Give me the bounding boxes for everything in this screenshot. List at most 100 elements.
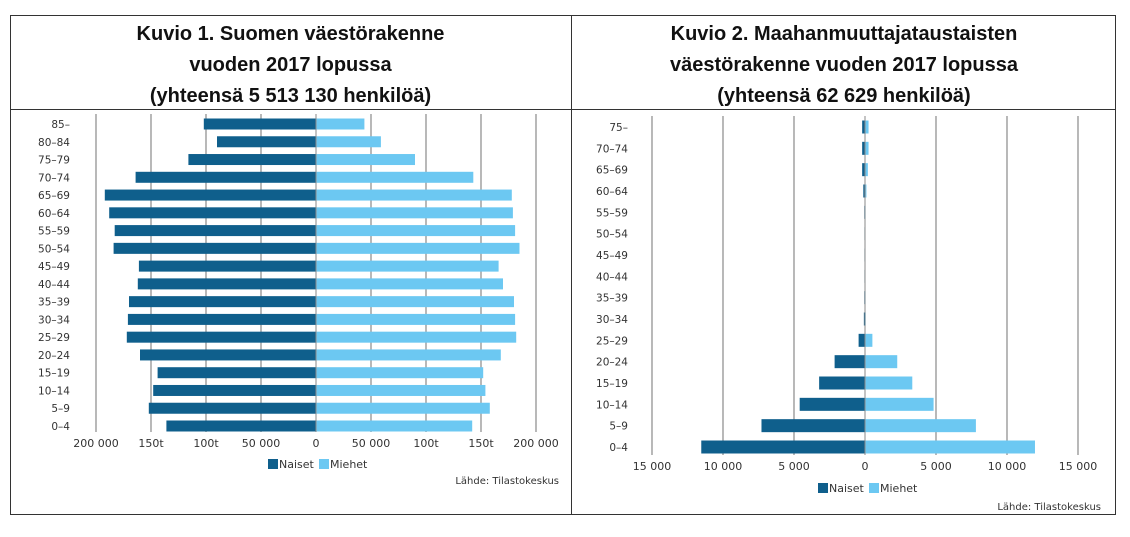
chart1-title: Kuvio 1. Suomen väestörakenne vuoden 201… xyxy=(10,19,571,112)
chart1-category-label: 30–34 xyxy=(38,314,70,326)
chart2-category-label: 50–54 xyxy=(596,229,628,241)
chart1-bar-miehet xyxy=(316,367,484,379)
chart1-source: Lähde: Tilastokeskus xyxy=(455,476,559,487)
chart2-bar-naiset xyxy=(799,397,865,411)
chart2-legend-miehet-swatch xyxy=(869,483,879,493)
chart1-title-line: (yhteensä 5 513 130 henkilöä) xyxy=(149,85,432,107)
chart2-bar-miehet xyxy=(865,440,1035,454)
chart2-bar-miehet xyxy=(865,355,898,369)
chart1-bar-miehet xyxy=(316,118,365,130)
chart2-bar-naiset xyxy=(834,355,865,369)
chart1-category-label: 5–9 xyxy=(51,403,70,415)
chart1-bar-naiset xyxy=(140,349,316,361)
chart2-source: Lähde: Tilastokeskus xyxy=(997,502,1101,513)
chart1-category-label: 85– xyxy=(51,119,70,131)
chart1-category-label: 50–54 xyxy=(38,243,70,255)
chart1-bar-miehet xyxy=(316,136,381,148)
chart1-legend-naiset: Naiset xyxy=(279,458,315,471)
chart2-x-tick-label: 15 000 xyxy=(1059,460,1098,473)
chart1-x-tick-label: 0 xyxy=(313,437,320,450)
chart1-bar-naiset xyxy=(157,367,316,379)
chart2-bar-naiset xyxy=(862,163,865,177)
chart2-category-label: 20–24 xyxy=(596,357,628,369)
chart1-bar-naiset xyxy=(203,118,316,130)
chart2-bar-naiset xyxy=(858,333,865,347)
chart1-category-label: 70–74 xyxy=(38,172,70,184)
chart1-x-tick-label: 200 000 xyxy=(73,437,119,450)
chart1-bar-miehet xyxy=(316,331,517,343)
chart2-category-label: 15–19 xyxy=(596,378,628,390)
chart2-x-tick-label: 0 xyxy=(862,460,869,473)
chart1-x-tick-label: 100t xyxy=(193,437,219,450)
chart2-category-label: 60–64 xyxy=(596,186,628,198)
chart1-bar-naiset xyxy=(148,402,316,414)
chart2-legend-naiset-swatch xyxy=(818,483,828,493)
chart1-category-label: 20–24 xyxy=(38,350,70,362)
chart1-bar-naiset xyxy=(137,278,316,290)
chart1-x-tick-label: 100t xyxy=(413,437,439,450)
chart2-category-label: 45–49 xyxy=(596,250,628,262)
chart1-bar-miehet xyxy=(316,154,415,166)
chart1-bar-miehet xyxy=(316,189,512,201)
title-divider xyxy=(10,109,1116,110)
chart1-legend-naiset-swatch xyxy=(268,459,278,469)
chart2-bar-naiset xyxy=(862,141,865,155)
chart2-category-label: 55–59 xyxy=(596,207,628,219)
chart1-category-label: 60–64 xyxy=(38,208,70,220)
chart1-bar-naiset xyxy=(166,420,316,432)
chart1-category-label: 40–44 xyxy=(38,279,70,291)
chart1-bar-miehet xyxy=(316,225,516,237)
chart1-category-label: 65–69 xyxy=(38,190,70,202)
chart1-x-tick-label: 50 000 xyxy=(242,437,281,450)
chart1-category-label: 75–79 xyxy=(38,155,70,167)
chart1-category-label: 55–59 xyxy=(38,226,70,238)
chart2-category-label: 65–69 xyxy=(596,165,628,177)
chart1-bar-naiset xyxy=(129,296,316,308)
chart1-legend-miehet: Miehet xyxy=(330,458,368,471)
chart1-bar-naiset xyxy=(126,331,316,343)
chart2-bar-miehet xyxy=(865,163,868,177)
chart2-category-label: 35–39 xyxy=(596,293,628,305)
chart2-bar-naiset xyxy=(863,184,865,198)
chart2-x-tick-label: 5 000 xyxy=(778,460,810,473)
chart2-bar-miehet xyxy=(865,333,873,347)
chart1-bar-naiset xyxy=(113,242,316,254)
chart2-legend-naiset: Naiset xyxy=(829,482,865,495)
chart2-bar-miehet xyxy=(865,397,934,411)
chart1-bar-miehet xyxy=(316,313,516,325)
chart2-bar-naiset xyxy=(819,376,865,390)
chart2-category-label: 25–29 xyxy=(596,335,628,347)
chart1-title-line: Kuvio 1. Suomen väestörakenne xyxy=(136,23,445,45)
chart1-bar-miehet xyxy=(316,349,501,361)
chart1-bar-miehet xyxy=(316,171,474,183)
chart2-x-tick-label: 10 000 xyxy=(704,460,743,473)
chart2-bar-miehet xyxy=(865,141,869,155)
chart1-bar-naiset xyxy=(114,225,316,237)
chart1-legend-miehet-swatch xyxy=(319,459,329,469)
chart1-bar-naiset xyxy=(188,154,316,166)
chart1-x-tick-label: 150t xyxy=(138,437,164,450)
chart1-title-line: vuoden 2017 lopussa xyxy=(189,54,392,76)
chart2-category-label: 40–44 xyxy=(596,271,628,283)
chart1-bar-miehet xyxy=(316,420,473,432)
chart2-category-label: 10–14 xyxy=(596,399,628,411)
chart2-x-tick-label: 15 000 xyxy=(633,460,672,473)
chart1-bar-miehet xyxy=(316,207,513,219)
chart2-x-tick-label: 10 000 xyxy=(988,460,1027,473)
chart1-bar-naiset xyxy=(153,384,316,396)
chart2-bar-miehet xyxy=(865,184,867,198)
chart1-bar-miehet xyxy=(316,260,499,272)
chart2-bar-miehet xyxy=(865,376,913,390)
chart2-category-label: 30–34 xyxy=(596,314,628,326)
chart1-bar-miehet xyxy=(316,384,486,396)
chart2-legend-miehet: Miehet xyxy=(880,482,918,495)
chart2-bar-naiset xyxy=(761,419,865,433)
chart2-bar-naiset xyxy=(863,312,865,326)
chart1-category-label: 10–14 xyxy=(38,385,70,397)
chart1-bar-miehet xyxy=(316,296,514,308)
chart1-bar-naiset xyxy=(127,313,317,325)
chart1-category-label: 35–39 xyxy=(38,297,70,309)
panel-divider xyxy=(571,15,572,515)
chart1-x-tick-label: 150t xyxy=(468,437,494,450)
